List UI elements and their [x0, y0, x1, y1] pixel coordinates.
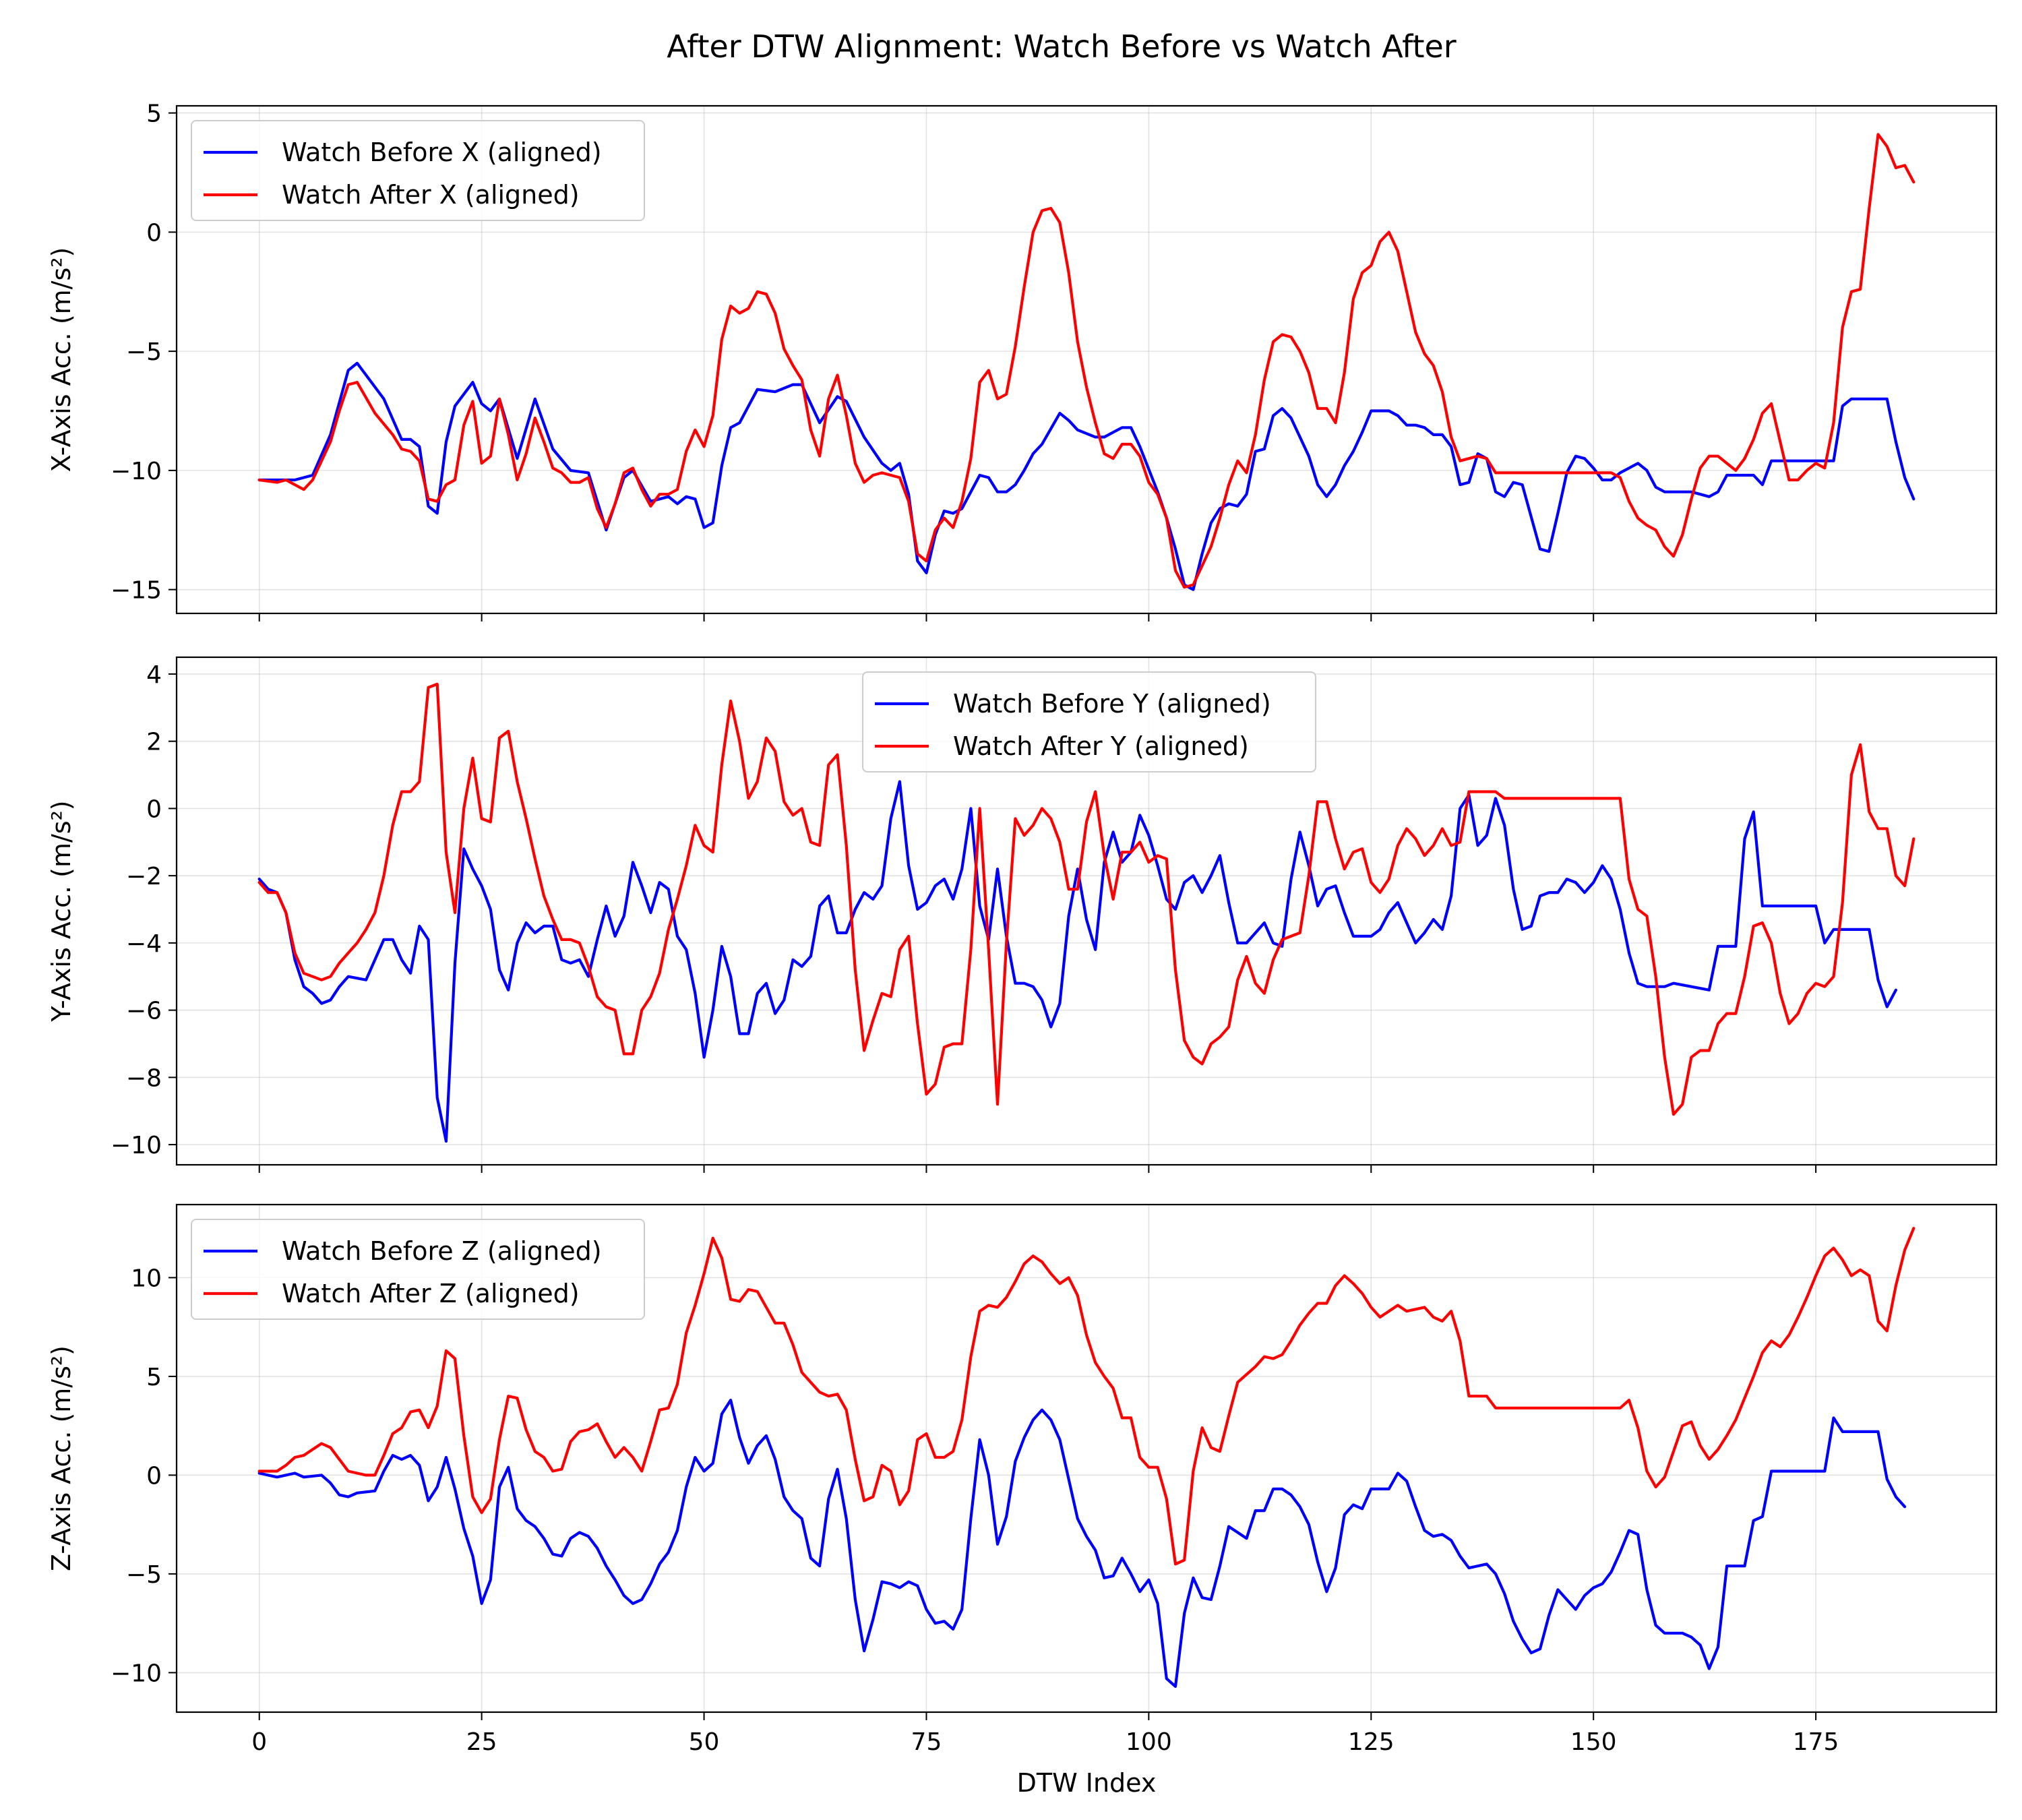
y-tick-label: 2 — [146, 729, 162, 756]
axes-frame — [175, 656, 1998, 1166]
legend-label: Watch Before Z (aligned) — [282, 1236, 602, 1266]
legend-label: Watch After Z (aligned) — [282, 1279, 580, 1308]
subplot-2: 4 2 0 −2 −4 −6 −8 −10 Y-Axis Acc. (m/s²) Watch Be… — [47, 656, 1998, 1173]
y-tick-label: −6 — [126, 998, 162, 1025]
y-tick-label: 10 — [131, 1265, 162, 1292]
axes-frame — [175, 1203, 1998, 1713]
y-tick-label: −15 — [111, 577, 162, 605]
legend: Watch Before Z (aligned) Watch After Z (a… — [191, 1219, 645, 1320]
figure-title: After DTW Alignment: Watch Before vs Wat… — [667, 28, 1457, 65]
x-tick-label: 0 — [251, 1728, 267, 1756]
series-line-after — [257, 133, 1916, 589]
series-line-after — [257, 682, 1916, 1116]
legend-label: Watch Before Y (aligned) — [953, 689, 1271, 719]
y-tick-label: 4 — [146, 661, 162, 689]
legend-label: Watch After X (aligned) — [282, 180, 580, 210]
y-tick-label: −2 — [126, 863, 162, 890]
y-axis-label: X-Axis Acc. (m/s²) — [47, 247, 76, 473]
x-tick-label: 25 — [466, 1728, 497, 1756]
legend-box — [191, 120, 645, 221]
series-line-after — [257, 1227, 1916, 1566]
x-tick-label: 150 — [1570, 1728, 1617, 1756]
series-line-before — [257, 1399, 1907, 1688]
y-tick-label: −5 — [126, 338, 162, 366]
x-tick-label: 100 — [1126, 1728, 1172, 1756]
axes-frame — [175, 104, 1998, 615]
y-tick-label: 0 — [146, 795, 162, 823]
series-line-before — [257, 780, 1897, 1143]
y-tick-label: 5 — [146, 1364, 162, 1391]
legend-box — [862, 671, 1316, 772]
x-tick-label: 175 — [1793, 1728, 1839, 1756]
y-tick-label: −4 — [126, 930, 162, 958]
y-tick-label: 0 — [146, 1462, 162, 1490]
x-tick-label: 125 — [1348, 1728, 1395, 1756]
y-tick-label: −5 — [126, 1561, 162, 1589]
legend-box — [191, 1219, 645, 1320]
y-axis-label: Z-Axis Acc. (m/s²) — [47, 1345, 76, 1571]
x-axis-label: DTW Index — [1017, 1768, 1157, 1798]
y-tick-label: −10 — [111, 1132, 162, 1159]
y-tick-label: 5 — [146, 100, 162, 128]
subplots: 50−5−10−15X-Axis Acc. (m/s²)Watch Before… — [47, 100, 1998, 1798]
y-tick-label: −10 — [111, 1660, 162, 1687]
x-tick-label: 75 — [911, 1728, 942, 1756]
x-tick-label: 50 — [689, 1728, 720, 1756]
subplot-1: 5 0 −5 −10 −15 X-Axis Acc. (m/s²) Watch Before… — [47, 100, 1998, 621]
legend: Watch Before Y (aligned) Watch After Y (a… — [862, 671, 1316, 772]
y-tick-label: 0 — [146, 219, 162, 247]
legend-label: Watch Before X (aligned) — [282, 138, 602, 167]
y-tick-label: −10 — [111, 458, 162, 485]
legend: Watch Before X (aligned) Watch After X (a… — [191, 120, 645, 221]
legend-label: Watch After Y (aligned) — [953, 731, 1249, 761]
y-tick-label: −8 — [126, 1064, 162, 1092]
y-axis-label: Y-Axis Acc. (m/s²) — [47, 800, 76, 1022]
